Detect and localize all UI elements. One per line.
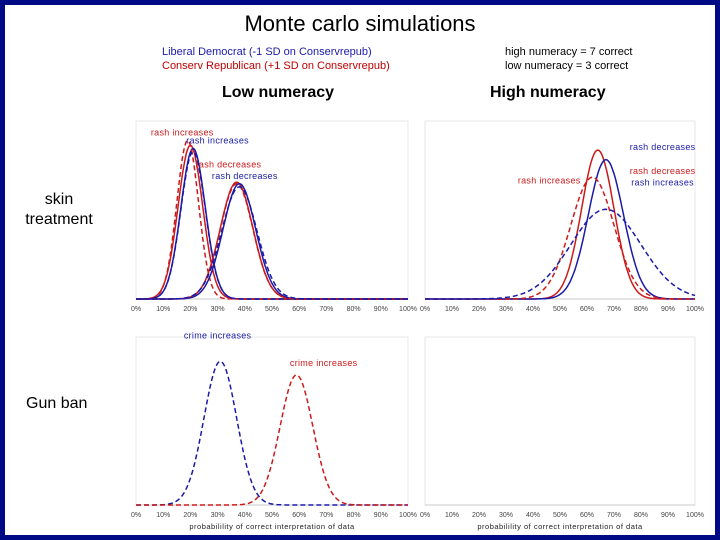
x-tick-label: 70% — [319, 512, 333, 519]
x-tick-label: 20% — [472, 512, 486, 519]
x-tick-label: 80% — [634, 512, 648, 519]
x-tick-label: 30% — [499, 306, 513, 313]
x-tick-label: 100% — [686, 512, 704, 519]
x-tick-label: 50% — [553, 306, 567, 313]
chart-gun_low: 0% 10% 20% 30% 40% 50% 60% 70% 80% 90% 100% probabi… — [131, 331, 417, 531]
annotation-label: rash decreases — [196, 160, 262, 170]
x-tick-label: 20% — [183, 512, 197, 519]
series-republican-solid — [136, 144, 408, 300]
series-republican-dashed — [136, 374, 408, 506]
annotation-label: crime increases — [184, 331, 252, 341]
x-tick-label: 10% — [445, 306, 459, 313]
legend-republican: Conserv Republican (+1 SD on Conservrepu… — [162, 60, 390, 72]
x-tick-label: 10% — [445, 512, 459, 519]
charts-canvas: 0% 10% 20% 30% 40% 50% 60% 70% 80% 90% 100% rash in… — [131, 120, 704, 531]
row-label-skin: skin — [44, 191, 74, 208]
x-tick-label: 30% — [211, 512, 225, 519]
x-tick-label: 60% — [580, 512, 594, 519]
x-tick-label: 0% — [420, 306, 430, 313]
row-label-gun-ban: Gun ban — [26, 395, 88, 412]
x-tick-label: 80% — [347, 306, 361, 313]
x-tick-label: 20% — [183, 306, 197, 313]
annotation-label: crime increases — [290, 358, 358, 368]
chart-gun_high: 0% 10% 20% 30% 40% 50% 60% 70% 80% 90% 100% probabi… — [420, 336, 704, 531]
x-tick-label: 40% — [526, 306, 540, 313]
x-tick-label: 0% — [131, 512, 141, 519]
x-tick-label: 100% — [686, 306, 704, 313]
series-democrat-dashed — [136, 360, 408, 506]
legend-democrat: Liberal Democrat (-1 SD on Conservrepub) — [162, 46, 372, 58]
annotation-label: rash decreases — [630, 142, 696, 152]
series-democrat-dashed — [425, 208, 696, 300]
row-label-skin-treatment: skin treatment — [23, 190, 95, 230]
slide: Monte carlo simulations Liberal Democrat… — [5, 5, 715, 535]
x-tick-label: 70% — [319, 306, 333, 313]
x-tick-label: 50% — [265, 512, 279, 519]
chart-skin_low: 0% 10% 20% 30% 40% 50% 60% 70% 80% 90% 100% rash in… — [131, 120, 417, 313]
x-tick-label: 50% — [265, 306, 279, 313]
x-tick-label: 90% — [661, 512, 675, 519]
series-republican-dashed — [425, 176, 695, 300]
series-democrat-solid — [425, 158, 695, 300]
x-axis-label: probabilility of correct interpretation … — [477, 522, 643, 531]
x-tick-label: 60% — [580, 306, 594, 313]
x-tick-label: 70% — [607, 306, 621, 313]
row-label-treatment: treatment — [25, 211, 93, 228]
chart-skin_high: 0% 10% 20% 30% 40% 50% 60% 70% 80% 90% 100% rash de… — [420, 120, 704, 313]
x-tick-label: 90% — [374, 512, 388, 519]
x-tick-label: 0% — [420, 512, 430, 519]
x-tick-label: 30% — [499, 512, 513, 519]
x-tick-label: 40% — [238, 306, 252, 313]
legend-right: high numeracy = 7 correct low numeracy =… — [505, 45, 632, 73]
x-tick-label: 10% — [156, 306, 170, 313]
x-tick-label: 10% — [156, 512, 170, 519]
x-tick-label: 90% — [661, 306, 675, 313]
x-tick-label: 60% — [292, 306, 306, 313]
x-tick-label: 100% — [399, 306, 417, 313]
x-tick-label: 100% — [399, 512, 417, 519]
x-tick-label: 80% — [634, 306, 648, 313]
x-tick-label: 40% — [526, 512, 540, 519]
x-axis-label: probabilility of correct interpretation … — [189, 522, 355, 531]
plot-area-frame — [135, 120, 409, 300]
x-tick-label: 40% — [238, 512, 252, 519]
annotation-label: rash decreases — [212, 171, 278, 181]
header-high-numeracy: High numeracy — [490, 84, 606, 101]
legend-low-numeracy: low numeracy = 3 correct — [505, 60, 629, 72]
x-tick-label: 50% — [553, 512, 567, 519]
x-tick-label: 80% — [347, 512, 361, 519]
x-tick-label: 20% — [472, 306, 486, 313]
plot-area-frame — [135, 336, 409, 506]
legend-left: Liberal Democrat (-1 SD on Conservrepub)… — [162, 45, 390, 73]
header-low-numeracy: Low numeracy — [222, 84, 335, 101]
annotation-label: rash increases — [518, 176, 581, 186]
series-democrat-dashed — [136, 186, 408, 300]
slide-title: Monte carlo simulations — [244, 11, 476, 36]
x-tick-label: 0% — [131, 306, 141, 313]
x-tick-label: 90% — [374, 306, 388, 313]
annotation-label: rash increases — [631, 177, 694, 187]
legend-high-numeracy: high numeracy = 7 correct — [505, 46, 633, 58]
x-tick-label: 70% — [607, 512, 621, 519]
annotation-label: rash decreases — [630, 166, 696, 176]
annotation-label: rash increases — [151, 128, 214, 138]
plot-area-frame — [424, 336, 696, 506]
x-tick-label: 60% — [292, 512, 306, 519]
x-tick-label: 30% — [211, 306, 225, 313]
annotation-label: rash increases — [186, 136, 249, 146]
